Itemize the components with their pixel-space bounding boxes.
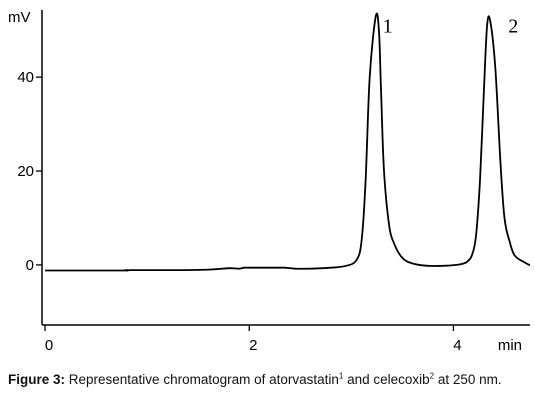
y-tick-label: 20 — [17, 163, 34, 180]
x-tick-label: 0 — [45, 337, 53, 354]
axes — [41, 10, 530, 326]
caption-text-3: at 250 nm. — [434, 372, 502, 387]
axis-tick-labels: 0 20 40 mV 0 2 4 min — [8, 9, 522, 354]
caption-sup-1: 1 — [338, 371, 344, 381]
x-tick-label: 4 — [453, 337, 461, 354]
axis-ticks — [36, 76, 455, 331]
x-tick-label: 2 — [249, 337, 257, 354]
y-tick-label: 40 — [17, 69, 34, 86]
chromatogram-trace — [45, 12, 530, 272]
figure-caption: Figure 3: Representative chromatogram of… — [8, 371, 533, 388]
caption-label: Figure 3: — [8, 372, 66, 387]
caption-text-2: and celecoxib — [343, 372, 430, 387]
peak-label: 1 — [383, 15, 393, 37]
caption-sup-2: 2 — [429, 371, 435, 381]
y-unit-label: mV — [8, 9, 31, 26]
x-unit-label: min — [498, 337, 522, 354]
y-tick-label: 0 — [26, 257, 34, 274]
peak-label: 2 — [508, 15, 518, 37]
caption-text-1: Representative chromatogram of atorvasta… — [65, 372, 339, 387]
